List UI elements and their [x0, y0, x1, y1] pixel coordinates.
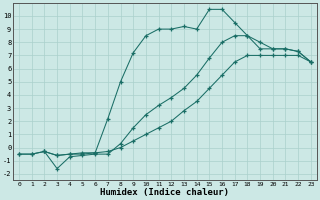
X-axis label: Humidex (Indice chaleur): Humidex (Indice chaleur) — [100, 188, 229, 197]
